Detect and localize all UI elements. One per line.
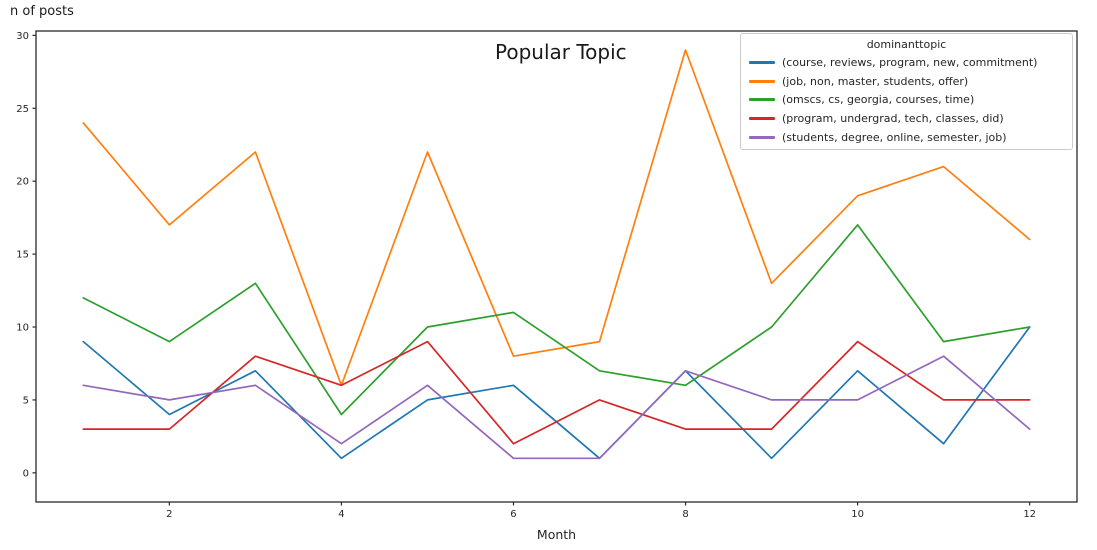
y-tick-label: 20 <box>16 177 29 188</box>
x-tick-label: 10 <box>851 509 864 520</box>
series-line-3 <box>82 340 1031 445</box>
legend-item-label: (omscs, cs, georgia, courses, time) <box>782 93 975 107</box>
legend-item-label: (program, undergrad, tech, classes, did) <box>782 112 1004 126</box>
legend-line-swatch <box>749 60 775 64</box>
legend-item: (students, degree, online, semester, job… <box>749 128 1064 147</box>
series-line-2 <box>82 224 1031 416</box>
y-axis-title: n of posts <box>10 4 74 19</box>
legend-line-swatch <box>749 79 775 83</box>
y-tick-label: 25 <box>16 104 29 115</box>
y-tick-label: 30 <box>16 31 29 42</box>
legend-item-label: (job, non, master, students, offer) <box>782 74 969 88</box>
legend: dominanttopic (course, reviews, program,… <box>740 33 1073 150</box>
x-tick-label: 2 <box>166 509 172 520</box>
legend-item: (program, undergrad, tech, classes, did) <box>749 109 1064 128</box>
legend-item-label: (students, degree, online, semester, job… <box>782 131 1007 145</box>
legend-line-swatch <box>749 117 775 121</box>
y-tick-label: 5 <box>23 395 29 406</box>
y-tick-label: 0 <box>23 468 29 479</box>
chart-title: Popular Topic <box>495 40 627 64</box>
legend-item: (omscs, cs, georgia, courses, time) <box>749 91 1064 110</box>
y-tick-label: 10 <box>16 323 29 334</box>
x-tick-label: 12 <box>1023 509 1036 520</box>
legend-line-swatch <box>749 136 775 140</box>
x-axis-label: Month <box>536 527 577 542</box>
x-tick-label: 8 <box>682 509 688 520</box>
legend-line-swatch <box>749 98 775 102</box>
legend-item: (course, reviews, program, new, commitme… <box>749 53 1064 72</box>
legend-item: (job, non, master, students, offer) <box>749 72 1064 91</box>
legend-item-label: (course, reviews, program, new, commitme… <box>782 55 1038 69</box>
series-line-1 <box>82 49 1031 387</box>
legend-title: dominanttopic <box>866 38 947 51</box>
x-tick-label: 6 <box>510 509 516 520</box>
series-line-4 <box>82 355 1031 460</box>
x-tick-label: 4 <box>338 509 344 520</box>
y-tick-label: 15 <box>16 250 29 261</box>
